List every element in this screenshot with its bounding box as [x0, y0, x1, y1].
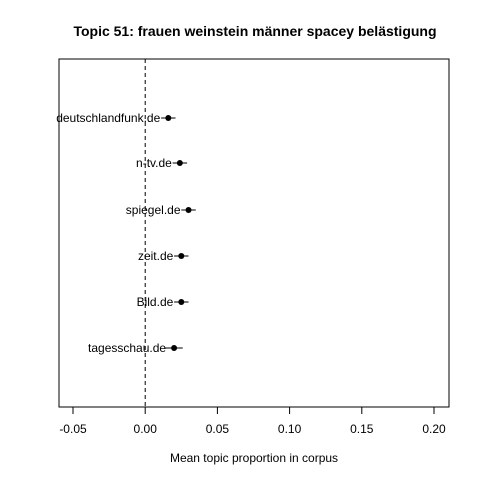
- point-estimate: [171, 345, 178, 351]
- category-label: deutschlandfunk.de: [56, 111, 160, 125]
- point-estimate: [178, 299, 185, 305]
- category-label: n-tv.de: [136, 156, 172, 170]
- point-estimate: [185, 207, 192, 213]
- x-tick-label: -0.05: [59, 422, 87, 436]
- x-axis-title: Mean topic proportion in corpus: [170, 451, 338, 465]
- x-tick-label: 0.05: [206, 422, 230, 436]
- x-tick-label: 0.00: [134, 422, 158, 436]
- category-label: tagesschau.de: [88, 341, 166, 355]
- x-tick-label: 0.15: [350, 422, 374, 436]
- category-label: Bild.de: [137, 295, 174, 309]
- point-estimate: [165, 115, 172, 121]
- x-tick-label: 0.10: [278, 422, 302, 436]
- x-tick-label: 0.20: [422, 422, 446, 436]
- chart-title: Topic 51: frauen weinstein männer spacey…: [73, 23, 436, 39]
- point-estimate: [176, 160, 183, 166]
- point-estimate: [178, 253, 185, 259]
- category-label: zeit.de: [138, 249, 174, 263]
- category-label: spiegel.de: [126, 203, 181, 217]
